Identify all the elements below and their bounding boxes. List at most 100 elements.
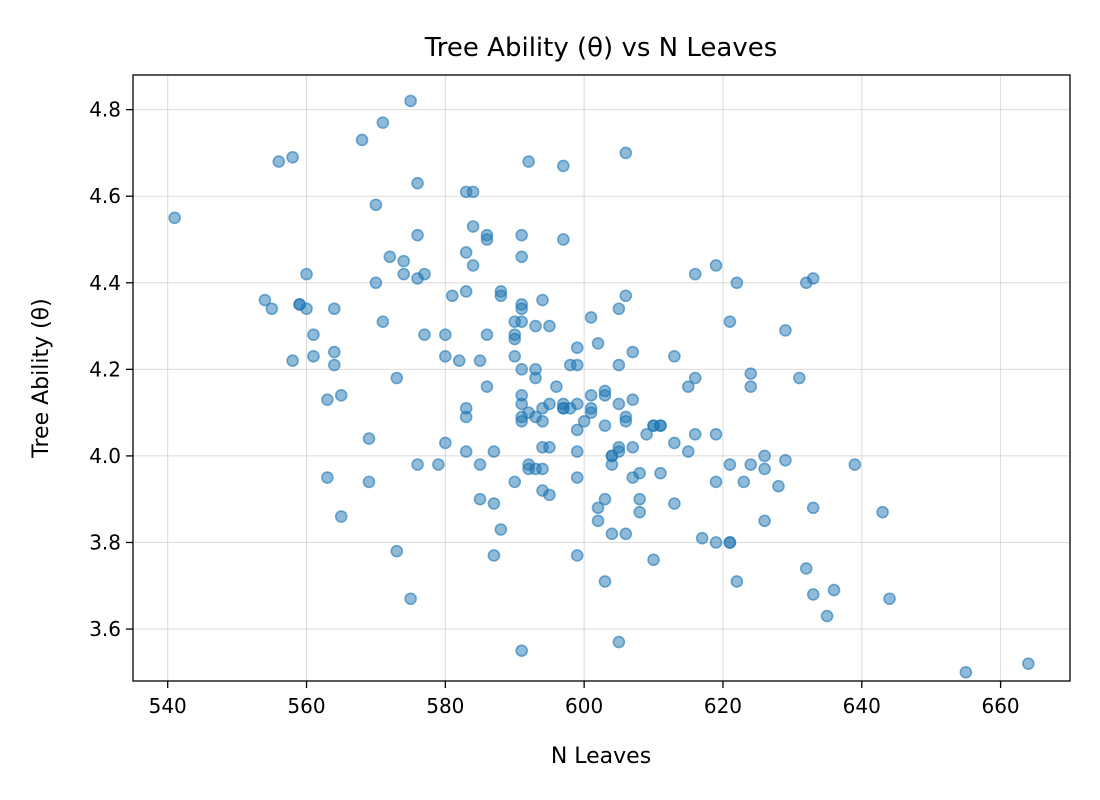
data-point [640,427,653,441]
data-point [570,397,584,411]
data-point [272,155,286,168]
data-point [418,267,431,281]
data-point [723,536,737,549]
data-point [730,575,744,588]
data-point [723,315,737,329]
data-point [439,328,452,342]
data-point [515,315,528,329]
data-point [681,445,695,458]
data-point [411,228,424,242]
data-point [598,419,612,432]
data-point [258,293,272,307]
data-point [619,146,633,160]
data-point [307,328,320,342]
data-point [473,354,487,367]
data-point [466,259,480,272]
data-point [591,337,605,350]
data-point [334,389,348,402]
data-point [522,155,535,168]
data-point [570,549,584,562]
data-point [404,592,417,606]
data-point [647,553,660,567]
x-tick-label: 640 [843,694,881,718]
data-point [779,324,792,337]
data-point [473,492,487,506]
data-point [557,159,570,173]
data-point [633,505,646,519]
data-point [362,432,376,445]
data-point [543,488,556,502]
data-point [390,544,404,558]
data-point [848,458,862,471]
data-point [619,414,633,428]
data-point [334,510,348,523]
data-point [598,384,612,398]
data-point [445,289,459,303]
data-point [376,315,390,329]
x-tick-label: 620 [704,694,742,718]
data-point [598,492,612,506]
data-point [466,185,480,199]
data-point [709,427,723,441]
data-point [758,449,771,463]
x-tick-label: 540 [149,694,187,718]
data-point [515,414,528,428]
data-point [744,367,758,380]
data-point [515,228,528,242]
data-point [515,302,528,316]
data-point [459,445,473,458]
data-point [688,427,702,441]
data-point [515,644,528,658]
data-point [459,285,473,298]
y-tick-label: 4.4 [89,271,121,295]
data-point [487,497,501,510]
data-point [584,389,598,402]
data-point [668,436,681,450]
x-tick-label: 600 [565,694,603,718]
data-point [286,150,299,164]
y-tick-label: 4.2 [89,357,121,381]
grid [133,75,1070,681]
data-point [355,133,369,147]
data-point [515,397,528,411]
data-point [411,176,424,190]
data-point [605,527,619,541]
data-point [473,458,487,471]
data-point [543,397,556,411]
data-point [508,475,522,489]
data-point [286,354,299,367]
data-point [695,531,709,545]
data-point [612,302,626,316]
data-point [709,475,723,489]
data-point [369,198,383,212]
data-point [626,393,640,406]
data-point [508,350,522,363]
data-point [723,458,737,471]
data-point [390,371,404,385]
data-point [570,423,584,437]
data-point [577,414,591,428]
data-points [168,94,1035,679]
data-point [494,523,508,536]
data-point [737,475,751,489]
data-point [959,666,973,679]
data-point [543,440,556,454]
data-point [681,380,695,393]
data-point [598,575,612,588]
x-tick-label: 580 [426,694,464,718]
data-point [570,445,584,458]
data-point [369,276,383,290]
data-point [321,393,334,406]
data-point [418,328,431,342]
y-tick-label: 4.0 [89,444,121,468]
data-point [612,445,626,458]
x-axis-label: N Leaves [551,744,651,769]
data-point [744,380,758,393]
data-point [806,588,820,601]
data-point [827,583,841,597]
data-point [799,562,813,575]
y-tick-label: 3.6 [89,617,121,641]
y-tick-label: 4.6 [89,184,121,208]
data-point [404,94,417,108]
